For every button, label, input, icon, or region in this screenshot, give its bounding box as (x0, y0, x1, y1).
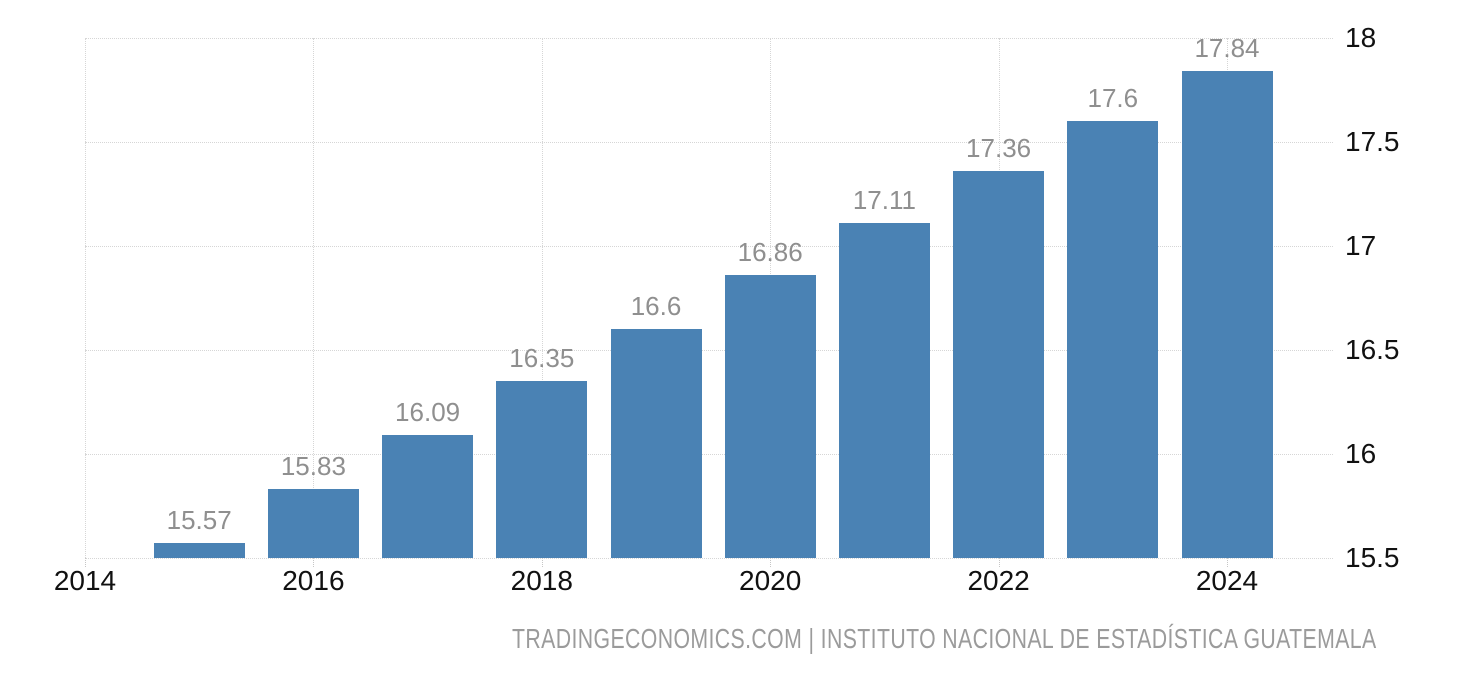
bar-value-label: 16.86 (737, 237, 803, 268)
gridline-horizontal (85, 350, 1333, 351)
bar[interactable] (1181, 71, 1273, 558)
gridline-vertical (313, 38, 315, 558)
y-axis-label: 15.5 (1345, 542, 1400, 573)
source-attribution: TRADINGECONOMICS.COM | INSTITUTO NACIONA… (512, 623, 1377, 654)
y-axis-label: 16 (1345, 438, 1377, 469)
bar[interactable] (382, 435, 474, 558)
x-axis-tick (541, 558, 543, 567)
gridline-horizontal (85, 454, 1333, 455)
gridline-horizontal (85, 558, 1333, 559)
gridline-vertical (541, 38, 543, 558)
x-axis-label: 2022 (967, 565, 1030, 596)
bar-value-label: 15.57 (166, 505, 232, 536)
gridline-horizontal (85, 38, 1333, 39)
x-axis-label: 2014 (53, 565, 117, 596)
bar-value-label: 17.84 (1194, 33, 1260, 64)
gridline-vertical (85, 38, 86, 558)
bar[interactable] (838, 223, 930, 558)
bar-value-label: 16.35 (509, 343, 575, 374)
bar-value-label: 16.6 (630, 291, 682, 322)
bar[interactable] (724, 275, 816, 558)
x-axis-label: 2024 (1195, 565, 1259, 596)
bar[interactable] (953, 171, 1045, 558)
y-axis-label: 18 (1345, 22, 1377, 53)
bar[interactable] (1067, 121, 1159, 558)
gridline-horizontal (85, 246, 1333, 247)
bar[interactable] (153, 543, 245, 558)
x-axis-label: 2016 (282, 565, 345, 596)
x-axis-tick (1227, 558, 1228, 567)
bar-value-label: 15.83 (280, 451, 346, 482)
bar[interactable] (610, 329, 702, 558)
x-axis-tick (770, 558, 772, 567)
bar-value-label: 17.11 (852, 185, 916, 216)
bar-value-label: 16.09 (395, 397, 461, 428)
bar-value-label: 17.6 (1087, 83, 1139, 114)
gridline-horizontal (85, 142, 1333, 143)
y-axis-label: 17.5 (1345, 126, 1400, 157)
bar[interactable] (267, 489, 359, 558)
y-axis-label: 17 (1345, 230, 1377, 261)
x-axis-label: 2018 (510, 565, 573, 596)
x-axis-tick (998, 558, 1000, 567)
x-axis-tick (313, 558, 315, 567)
x-axis-tick (85, 558, 86, 567)
bar[interactable] (496, 381, 588, 558)
y-axis-label: 16.5 (1345, 334, 1400, 365)
bar-value-label: 17.36 (966, 133, 1032, 164)
x-axis-label: 2020 (739, 565, 802, 596)
